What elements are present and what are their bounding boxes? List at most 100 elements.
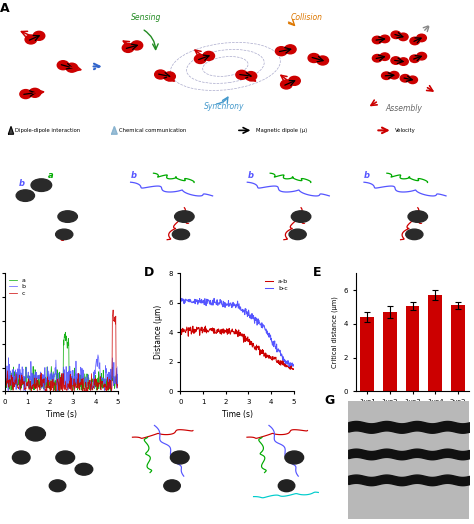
Ellipse shape xyxy=(289,229,306,239)
Polygon shape xyxy=(111,127,117,134)
b-c xyxy=(178,296,183,302)
Circle shape xyxy=(29,89,41,97)
Circle shape xyxy=(391,57,401,64)
Circle shape xyxy=(281,80,292,89)
Bar xyxy=(361,317,374,391)
Bar xyxy=(451,305,465,391)
b xyxy=(71,380,77,387)
Circle shape xyxy=(373,54,382,62)
Circle shape xyxy=(380,53,390,60)
FancyBboxPatch shape xyxy=(348,401,469,519)
c xyxy=(115,382,121,388)
Circle shape xyxy=(317,56,328,65)
a-b xyxy=(177,325,183,332)
a-b xyxy=(247,339,253,345)
c xyxy=(98,384,103,390)
b-c xyxy=(177,297,183,303)
Text: b: b xyxy=(18,179,25,188)
Circle shape xyxy=(245,72,257,81)
Circle shape xyxy=(382,72,391,80)
Ellipse shape xyxy=(292,211,311,222)
c xyxy=(110,307,116,313)
a-b xyxy=(273,357,279,364)
a-b xyxy=(178,326,183,333)
Ellipse shape xyxy=(174,211,194,222)
Text: c: c xyxy=(301,217,306,226)
Text: 5.4 s: 5.4 s xyxy=(400,162,424,171)
Circle shape xyxy=(399,33,408,41)
Text: Velocity: Velocity xyxy=(395,128,416,133)
Text: 22 s: 22 s xyxy=(278,405,299,413)
Text: 0 s: 0 s xyxy=(53,405,67,413)
c xyxy=(2,378,8,385)
Circle shape xyxy=(380,35,390,42)
Ellipse shape xyxy=(26,427,46,441)
Ellipse shape xyxy=(49,480,66,492)
Bar xyxy=(383,312,397,391)
b xyxy=(2,368,8,375)
Text: A: A xyxy=(0,3,10,15)
Text: Assembly: Assembly xyxy=(386,104,423,114)
a xyxy=(98,376,103,382)
Text: Chemical communication: Chemical communication xyxy=(119,128,186,133)
Text: b: b xyxy=(247,171,253,180)
Bar xyxy=(428,296,442,391)
b-c xyxy=(291,361,297,367)
c xyxy=(70,387,75,394)
Y-axis label: Distance (μm): Distance (μm) xyxy=(154,305,163,359)
Circle shape xyxy=(417,52,427,60)
Circle shape xyxy=(391,31,401,39)
a-b xyxy=(202,323,208,329)
Bar xyxy=(406,306,419,391)
Ellipse shape xyxy=(173,229,190,239)
b xyxy=(115,364,121,370)
Circle shape xyxy=(57,61,69,70)
Circle shape xyxy=(373,36,382,43)
Circle shape xyxy=(236,70,247,79)
a xyxy=(72,365,77,371)
Ellipse shape xyxy=(12,451,30,464)
Ellipse shape xyxy=(55,229,73,239)
b xyxy=(2,369,8,376)
c xyxy=(105,387,110,393)
Text: Sensing: Sensing xyxy=(131,14,162,23)
Circle shape xyxy=(399,58,408,66)
Ellipse shape xyxy=(75,463,93,475)
Text: Collision: Collision xyxy=(291,14,323,23)
a-b xyxy=(291,366,297,373)
Text: c: c xyxy=(184,217,190,226)
Text: Dipole-dipole interaction: Dipole-dipole interaction xyxy=(16,128,81,133)
Text: D: D xyxy=(144,266,155,279)
b-c xyxy=(281,355,286,361)
a xyxy=(115,374,121,380)
Circle shape xyxy=(203,51,215,60)
b xyxy=(98,373,103,379)
Ellipse shape xyxy=(285,451,304,464)
b-c xyxy=(247,315,253,321)
Text: G: G xyxy=(324,394,334,407)
Line: b: b xyxy=(5,355,118,391)
Text: c: c xyxy=(418,217,423,226)
Circle shape xyxy=(408,76,418,84)
Polygon shape xyxy=(9,127,14,134)
b xyxy=(109,388,114,394)
Circle shape xyxy=(194,54,206,63)
Circle shape xyxy=(389,71,399,79)
Text: 4.9 s: 4.9 s xyxy=(283,162,308,171)
Circle shape xyxy=(20,90,31,99)
a-b xyxy=(246,339,251,345)
Text: 14 s: 14 s xyxy=(164,405,185,413)
Circle shape xyxy=(400,74,410,82)
c xyxy=(2,384,8,390)
b-c xyxy=(179,295,185,301)
Circle shape xyxy=(25,35,36,44)
Circle shape xyxy=(284,45,296,54)
a-b xyxy=(281,362,286,368)
c xyxy=(44,388,50,394)
Circle shape xyxy=(122,43,134,52)
Text: 0.0 s: 0.0 s xyxy=(50,162,74,171)
Text: E: E xyxy=(313,266,321,279)
a xyxy=(69,373,75,379)
b-c xyxy=(245,311,251,318)
Circle shape xyxy=(308,53,319,62)
